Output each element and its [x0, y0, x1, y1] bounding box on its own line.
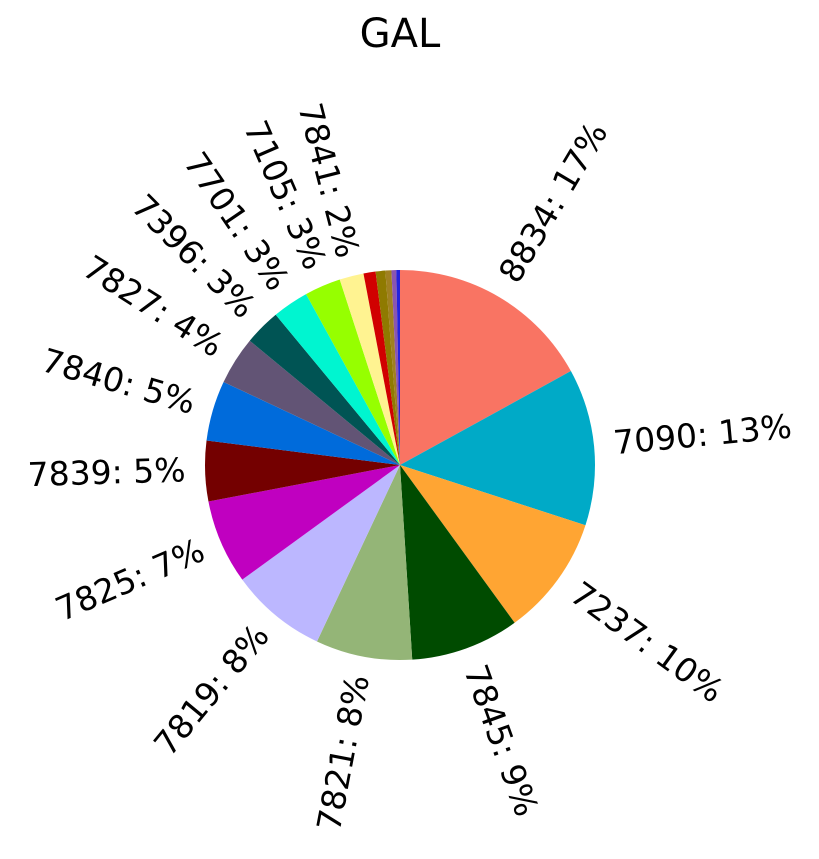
slice-label: 7237: 10% — [563, 574, 731, 711]
pie-slice — [339, 273, 400, 465]
pie-slice — [391, 270, 400, 465]
pie-slice — [208, 465, 400, 580]
pie-slice — [206, 381, 400, 465]
pie-slice — [242, 465, 400, 642]
pie-slice — [223, 340, 400, 465]
slice-label: 7821: 8% — [309, 672, 377, 834]
pie-slice — [400, 465, 586, 623]
pie-slice — [249, 314, 400, 465]
slice-label: 7090: 13% — [612, 407, 794, 463]
pie-slice — [400, 371, 595, 526]
slice-label: 7845: 9% — [456, 660, 546, 822]
pie-slice — [400, 465, 515, 660]
pie-slice — [396, 270, 400, 465]
pie-slice — [400, 270, 571, 465]
slice-label: 8834: 17% — [491, 115, 616, 289]
pie-slice — [375, 270, 400, 465]
slice-label: 7819: 8% — [146, 617, 277, 764]
slice-label: 7839: 5% — [27, 450, 186, 494]
slice-label: 7840: 5% — [37, 340, 200, 422]
pie-slice — [275, 294, 400, 465]
pie-slice — [385, 270, 400, 465]
slice-label: 7825: 7% — [50, 530, 210, 629]
pie-slice — [316, 465, 413, 661]
pie-slice — [363, 271, 400, 465]
pie-slice — [205, 440, 400, 502]
chart-title: GAL — [360, 11, 441, 57]
pie-slice — [306, 279, 400, 465]
